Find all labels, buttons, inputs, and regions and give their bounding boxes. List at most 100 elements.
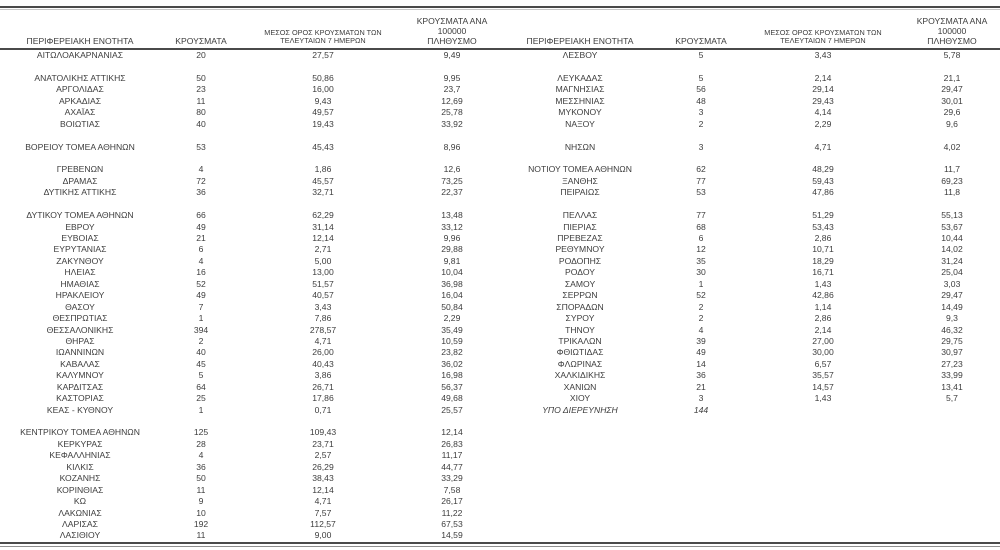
cell-region: ΚΟΖΑΝΗΣ (59, 473, 101, 484)
cell-avg7: 51,29 (812, 210, 834, 221)
cell-avg7: 62,29 (312, 210, 334, 221)
cell-cases: 20 (196, 50, 206, 60)
cell-per100k (404, 416, 500, 427)
bottom-border-shadow-line (0, 546, 1000, 547)
cell-region: ΔΥΤΙΚΗΣ ΑΤΤΙΚΗΣ (43, 187, 117, 198)
table-row: ΛΕΣΒΟΥ 5 3,43 5,78 (500, 50, 1000, 61)
table-row: ΘΕΣΠΡΩΤΙΑΣ 1 7,86 2,29 (0, 313, 500, 324)
cell-region: ΠΡΕΒΕΖΑΣ (557, 233, 603, 243)
cell-per100k: 33,12 (441, 221, 463, 232)
cell-region: ΘΕΣΠΡΩΤΙΑΣ (52, 313, 108, 324)
cell-avg7: 1,43 (814, 393, 832, 404)
table-row: ΠΕΛΛΑΣ 77 51,29 55,13 (500, 210, 1000, 221)
table-row: ΚΑΒΑΛΑΣ 45 40,43 36,02 (0, 359, 500, 370)
cell-per100k: 49,68 (441, 393, 463, 404)
cell-region: ΛΕΣΒΟΥ (562, 50, 598, 60)
table-row: ΗΡΑΚΛΕΙΟΥ 49 40,57 16,04 (0, 290, 500, 301)
cell-avg7: 29,14 (812, 84, 834, 95)
cell-cases: 2 (198, 335, 204, 346)
column-header-cases-left: ΚΡΟΥΣΜΑΤΑ (175, 35, 227, 46)
cell-cases: 2 (698, 301, 704, 312)
cell-cases: 1 (198, 404, 204, 415)
cell-per100k: 27,23 (941, 358, 963, 369)
cell-region: ΗΛΕΙΑΣ (64, 267, 96, 278)
table-row: ΣΥΡΟΥ 2 2,86 9,3 (500, 313, 1000, 324)
cell-cases: 50 (196, 473, 206, 484)
cell-per100k: 33,92 (441, 118, 463, 129)
column-header-region-left: ΠΕΡΙΦΕΡΕΙΑΚΗ ΕΝΟΤΗΤΑ (26, 35, 134, 46)
cell-region: ΚΑΛΥΜΝΟΥ (56, 370, 104, 381)
cell-cases: 56 (696, 84, 706, 95)
table-row: ΘΕΣΣΑΛΟΝΙΚΗΣ 394 278,57 35,49 (0, 325, 500, 336)
cell-region: ΚΑΣΤΟΡΙΑΣ (56, 393, 104, 404)
cell-per100k: 50,84 (441, 301, 463, 312)
cell-cases: 23 (196, 84, 206, 95)
cell-avg7 (742, 199, 904, 210)
cell-per100k: 10,04 (441, 267, 463, 278)
table-row: ΞΑΝΘΗΣ 77 59,43 69,23 (500, 176, 1000, 187)
cell-cases: 40 (196, 118, 206, 129)
cell-avg7 (242, 130, 404, 141)
cell-cases: 39 (696, 335, 706, 346)
header-underline (0, 48, 1000, 50)
cell-cases (160, 130, 242, 141)
cell-cases: 62 (696, 164, 706, 175)
spacer-row (0, 153, 500, 164)
cell-cases: 66 (196, 210, 206, 221)
cell-per100k: 29,75 (941, 335, 963, 346)
cell-region: ΡΟΔΟΥ (565, 267, 595, 278)
cell-avg7: 26,00 (312, 347, 334, 358)
table-row: ΚΕΝΤΡΙΚΟΥ ΤΟΜΕΑ ΑΘΗΝΩΝ 125 109,43 12,14 (0, 427, 500, 438)
table-row: ΚΙΛΚΙΣ 36 26,29 44,77 (0, 462, 500, 473)
cell-cases: 21 (196, 233, 206, 243)
table-row: ΒΟΙΩΤΙΑΣ 40 19,43 33,92 (0, 119, 500, 130)
cell-per100k: 29,6 (943, 107, 961, 118)
cell-region: ΚΑΡΔΙΤΣΑΣ (56, 381, 104, 392)
cell-avg7: 40,43 (312, 358, 334, 369)
cell-per100k: 67,53 (441, 518, 463, 529)
table-row: ΜΥΚΟΝΟΥ 3 4,14 29,6 (500, 107, 1000, 118)
table-row: ΧΙΟΥ 3 1,43 5,7 (500, 393, 1000, 404)
cell-region: ΓΡΕΒΕΝΩΝ (56, 164, 104, 175)
table-row: ΒΟΡΕΙΟΥ ΤΟΜΕΑ ΑΘΗΝΩΝ 53 45,43 8,96 (0, 142, 500, 153)
cell-region: ΘΕΣΣΑΛΟΝΙΚΗΣ (46, 324, 114, 335)
cell-avg7: 45,57 (312, 175, 334, 186)
cell-cases (660, 130, 742, 141)
cell-per100k (904, 405, 1000, 416)
cell-per100k: 25,04 (941, 267, 963, 278)
cell-region: ΜΕΣΣΗΝΙΑΣ (555, 95, 605, 106)
table-row: ΦΛΩΡΙΝΑΣ 14 6,57 27,23 (500, 359, 1000, 370)
cell-cases: 7 (198, 301, 204, 312)
cell-avg7 (742, 153, 904, 164)
cell-avg7: 42,86 (812, 290, 834, 301)
cell-per100k: 11,7 (943, 164, 961, 175)
cell-cases: 3 (698, 393, 704, 404)
cell-per100k: 29,47 (941, 84, 963, 95)
cell-avg7: 16,00 (312, 84, 334, 95)
cell-cases: 2 (698, 313, 704, 324)
table-row: ΜΕΣΣΗΝΙΑΣ 48 29,43 30,01 (500, 96, 1000, 107)
cell-cases: 49 (696, 347, 706, 358)
cell-per100k (904, 199, 1000, 210)
cell-avg7: 1,14 (814, 301, 832, 312)
cell-cases: 16 (196, 267, 206, 278)
column-header-cases-right: ΚΡΟΥΣΜΑΤΑ (675, 35, 727, 46)
table-row: ΚΩ 9 4,71 26,17 (0, 496, 500, 507)
cell-region: ΛΕΥΚΑΔΑΣ (557, 72, 603, 83)
cell-cases: 3 (698, 107, 704, 118)
cell-region (500, 153, 660, 164)
table-row: ΝΟΤΙΟΥ ΤΟΜΕΑ ΑΘΗΝΩΝ 62 48,29 11,7 (500, 164, 1000, 175)
cell-per100k: 5,78 (943, 50, 961, 60)
cell-per100k (904, 130, 1000, 141)
cell-avg7: 278,57 (309, 324, 337, 335)
cell-per100k: 14,59 (441, 530, 463, 541)
cell-avg7 (242, 199, 404, 210)
cell-region: ΚΕΑΣ - ΚΥΘΝΟΥ (46, 404, 114, 415)
cell-avg7: 2,29 (814, 118, 832, 129)
cell-avg7: 30,00 (812, 347, 834, 358)
table-row: ΚΕΦΑΛΛΗΝΙΑΣ 4 2,57 11,17 (0, 450, 500, 461)
cell-cases: 80 (196, 107, 206, 118)
cell-region: ΠΕΛΛΑΣ (562, 210, 598, 221)
cell-region (500, 199, 660, 210)
cell-region: ΚΟΡΙΝΘΙΑΣ (56, 484, 104, 495)
